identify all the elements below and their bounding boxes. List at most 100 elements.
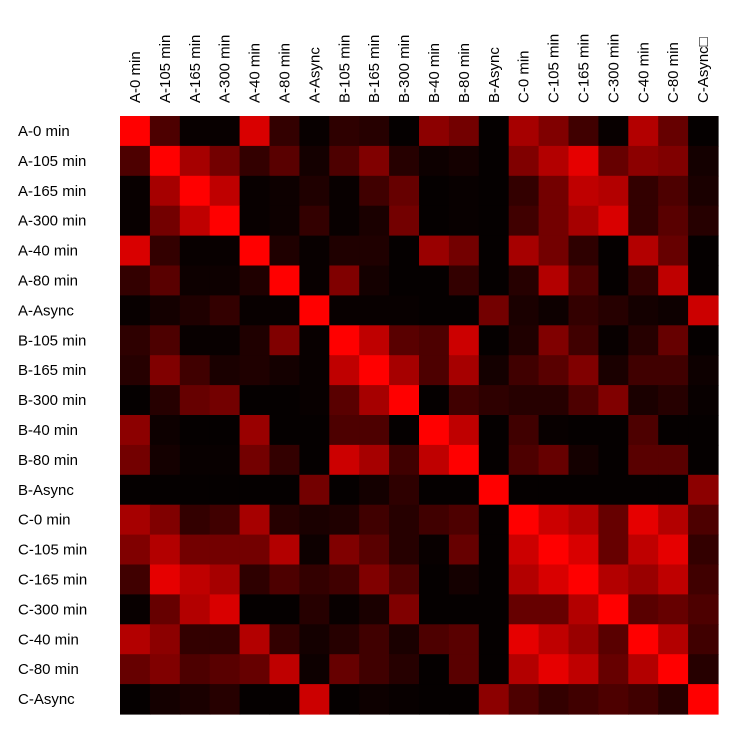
heatmap-cell bbox=[568, 564, 599, 595]
heatmap-cell bbox=[598, 265, 629, 296]
heatmap-cell bbox=[120, 355, 151, 386]
heatmap-cell bbox=[269, 205, 300, 237]
heatmap-cell bbox=[209, 325, 241, 356]
heatmap-cell bbox=[209, 355, 241, 386]
heatmap-cell bbox=[688, 205, 719, 237]
heatmap-cell bbox=[628, 444, 659, 476]
heatmap-cell bbox=[508, 325, 540, 356]
heatmap-cell bbox=[329, 504, 360, 536]
heatmap-cell bbox=[688, 594, 719, 625]
heatmap-cell bbox=[389, 504, 420, 536]
heatmap-cell bbox=[179, 145, 211, 177]
heatmap-cell bbox=[389, 205, 420, 237]
heatmap-cell bbox=[179, 654, 211, 685]
heatmap-cell bbox=[508, 474, 540, 506]
heatmap-cell bbox=[448, 116, 480, 147]
heatmap-cell bbox=[568, 654, 599, 685]
heatmap-cell bbox=[389, 145, 420, 177]
heatmap-cell bbox=[299, 534, 330, 566]
heatmap-cell bbox=[209, 116, 241, 147]
heatmap-cell bbox=[568, 444, 599, 476]
heatmap-cell bbox=[419, 444, 450, 476]
heatmap-cell bbox=[688, 355, 719, 386]
heatmap-cell bbox=[448, 175, 480, 207]
heatmap-cell bbox=[179, 116, 211, 147]
heatmap-cell bbox=[209, 205, 241, 237]
heatmap-cell bbox=[419, 235, 450, 267]
column-label: C-Async□ bbox=[695, 37, 712, 103]
heatmap-cell bbox=[120, 415, 151, 446]
heatmap-cell bbox=[389, 265, 420, 296]
heatmap-cell bbox=[628, 474, 659, 506]
heatmap-cell bbox=[508, 684, 540, 715]
heatmap-cell bbox=[658, 654, 689, 685]
heatmap-cell bbox=[120, 444, 151, 476]
heatmap-cell bbox=[448, 684, 480, 715]
row-label: C-40 min bbox=[18, 631, 79, 648]
heatmap-cell bbox=[149, 355, 181, 386]
heatmap-cell bbox=[299, 175, 330, 207]
heatmap-cell bbox=[209, 504, 241, 536]
heatmap-cell bbox=[628, 564, 659, 595]
heatmap-cell bbox=[269, 355, 300, 386]
heatmap-cell bbox=[389, 564, 420, 595]
heatmap-cell bbox=[149, 624, 181, 655]
heatmap-cell bbox=[508, 444, 540, 476]
heatmap-cell bbox=[628, 295, 659, 326]
heatmap-cell bbox=[448, 594, 480, 625]
heatmap-cell bbox=[209, 534, 241, 566]
heatmap-cell bbox=[598, 295, 629, 326]
heatmap-cell bbox=[299, 654, 330, 685]
heatmap-cell bbox=[658, 265, 689, 296]
row-label: A-165 min bbox=[18, 183, 86, 200]
heatmap-cell bbox=[389, 444, 420, 476]
heatmap-cell bbox=[209, 415, 241, 446]
heatmap-cell bbox=[299, 624, 330, 655]
heatmap-cell bbox=[538, 265, 570, 296]
heatmap-cell bbox=[658, 534, 689, 566]
heatmap-cell bbox=[568, 175, 599, 207]
heatmap-cell bbox=[478, 355, 510, 386]
column-label: B-105 min bbox=[336, 35, 353, 103]
heatmap-cell bbox=[269, 444, 300, 476]
heatmap-cell bbox=[658, 355, 689, 386]
heatmap-cell bbox=[508, 145, 540, 177]
heatmap-cell bbox=[478, 504, 510, 536]
heatmap-cell bbox=[538, 145, 570, 177]
heatmap-cell bbox=[239, 534, 271, 566]
heatmap-cell bbox=[120, 684, 151, 715]
heatmap-cell bbox=[688, 175, 719, 207]
heatmap-cell bbox=[239, 175, 271, 207]
column-label: B-300 min bbox=[396, 35, 413, 103]
heatmap-cell bbox=[658, 444, 689, 476]
heatmap-cell bbox=[658, 474, 689, 506]
heatmap-cell bbox=[568, 265, 599, 296]
heatmap-cell bbox=[329, 534, 360, 566]
heatmap-cell bbox=[538, 355, 570, 386]
heatmap-cell bbox=[359, 654, 390, 685]
heatmap-cell bbox=[538, 504, 570, 536]
heatmap-cell bbox=[478, 235, 510, 267]
column-label: C-165 min bbox=[575, 34, 592, 103]
heatmap-cell bbox=[478, 624, 510, 655]
row-label: B-165 min bbox=[18, 362, 86, 379]
heatmap-cell bbox=[149, 444, 181, 476]
heatmap-cell bbox=[359, 325, 390, 356]
heatmap-cell bbox=[239, 145, 271, 177]
heatmap-cell bbox=[329, 355, 360, 386]
heatmap-cell bbox=[269, 116, 300, 147]
heatmap-cell bbox=[179, 325, 211, 356]
heatmap-cell bbox=[120, 265, 151, 296]
heatmap-cell bbox=[478, 175, 510, 207]
heatmap-cell bbox=[149, 325, 181, 356]
heatmap-cell bbox=[359, 564, 390, 595]
heatmap-cell bbox=[448, 415, 480, 446]
heatmap-cell bbox=[239, 116, 271, 147]
heatmap-cell bbox=[179, 474, 211, 506]
heatmap-cell bbox=[508, 385, 540, 416]
heatmap-cell bbox=[658, 116, 689, 147]
row-label: A-300 min bbox=[18, 213, 86, 230]
heatmap-cell bbox=[419, 295, 450, 326]
column-label: A-Async bbox=[306, 47, 323, 103]
